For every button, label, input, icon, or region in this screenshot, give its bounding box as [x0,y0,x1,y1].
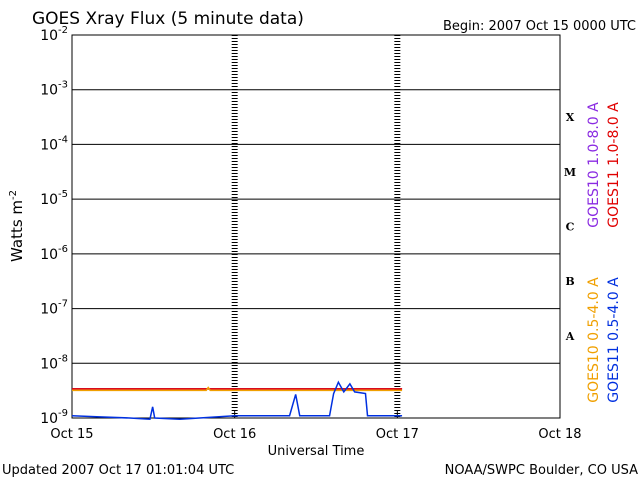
y-tick-exp: -2 [58,25,68,36]
legend-entry: GOES10 1.0-8.0 A [586,102,602,228]
y-tick-exp: -6 [58,244,68,255]
class-label: X [566,111,575,124]
chart-title: GOES Xray Flux (5 minute data) [32,9,304,29]
y-tick-base: 10 [40,28,58,44]
legend-entry: GOES10 0.5-4.0 A [586,277,602,403]
series-line [72,386,403,392]
y-tick-base: 10 [40,356,58,372]
y-tick-base: 10 [40,83,58,99]
y-tick-label: 10-7 [40,299,68,318]
x-tick-label: Oct 16 [213,427,256,442]
class-label: C [566,221,575,234]
y-tick-exp: -9 [58,408,68,419]
y-tick-base: 10 [40,302,58,318]
y-tick-exp: -4 [58,134,68,145]
y-tick-exp: -5 [58,189,68,200]
footer-right: NOAA/SWPC Boulder, CO USA [445,463,638,478]
y-tick-label: 10-2 [40,25,68,44]
series-line [71,380,403,421]
x-tick-label: Oct 15 [50,427,93,442]
y-tick-base: 10 [40,192,58,208]
legend-entry: GOES11 0.5-4.0 A [606,277,622,403]
y-tick-label: 10-8 [40,353,68,372]
x-axis-label: Universal Time [268,444,365,459]
y-tick-label: 10-5 [40,189,68,208]
y-tick-base: 10 [40,411,58,427]
y-tick-exp: -3 [58,80,68,91]
x-tick-label: Oct 17 [376,427,419,442]
y-tick-label: 10-3 [40,80,68,99]
chart-subtitle: Begin: 2007 Oct 15 0000 UTC [443,19,636,34]
y-tick-base: 10 [40,137,58,153]
class-label: M [564,166,576,179]
y-tick-label: 10-6 [40,244,68,263]
footer-left: Updated 2007 Oct 17 01:01:04 UTC [2,463,234,478]
y-tick-label: 10-9 [40,408,68,427]
class-label: A [565,330,575,343]
x-tick-label: Oct 18 [538,427,581,442]
plot-frame [71,34,561,419]
y-tick-label: 10-4 [40,134,68,153]
y-axis-label-text: Watts m [8,200,26,262]
y-tick-exp: -8 [58,353,68,364]
y-axis-label-sup: -2 [8,190,19,200]
y-axis-label: Watts m-2 [8,190,26,262]
y-tick-base: 10 [40,247,58,263]
y-tick-exp: -7 [58,299,68,310]
class-label: B [565,275,574,288]
legend-entry: GOES11 1.0-8.0 A [606,102,622,228]
